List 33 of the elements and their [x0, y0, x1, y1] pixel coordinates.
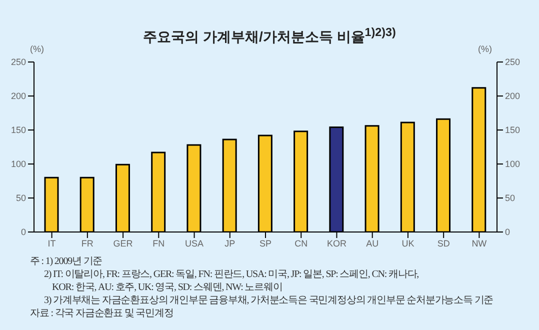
x-tick-label: FR — [81, 238, 94, 248]
y2-tick-label: 50 — [505, 193, 516, 204]
y2-tick-label: 0 — [505, 227, 510, 238]
y2-axis-title: (%) — [478, 44, 492, 54]
y-tick-label: 100 — [10, 159, 26, 170]
y-axis-title: (%) — [30, 44, 44, 54]
text: 주 : 1) 2009년 기준 — [30, 255, 102, 268]
y-tick-label: 250 — [10, 57, 26, 68]
text: KOR: 한국, AU: 호주, UK: 영국, SD: 스웨덴, NW: 노르웨이 — [52, 281, 282, 294]
x-tick-label: NW — [472, 238, 488, 248]
x-tick-label: USA — [185, 238, 204, 248]
x-tick-label: SP — [259, 238, 272, 248]
x-tick-label: SD — [437, 238, 450, 248]
x-tick-label: AU — [366, 238, 379, 248]
x-tick-label: JP — [224, 238, 236, 248]
chart-title: 주요국의 가계부채/가처분소득 비율$^{1)2)3)}$ — [143, 26, 396, 45]
x-tick-label: FN — [152, 238, 165, 248]
y2-tick-label: 200 — [505, 91, 520, 102]
y2-tick-label: 100 — [505, 159, 520, 170]
text: 2) IT: 이탈리아, FR: 프랑스, GER: 독일, FN: 핀란드, USA: 미국, JP: 일본, SP: 스페인, CN: 캐나다, — [44, 268, 419, 281]
text: 자료 : 각국 자금순환표 및 국민계정 — [30, 307, 174, 320]
x-tick-label: KOR — [326, 238, 347, 248]
x-tick-label: CN — [294, 238, 308, 248]
y-tick-label: 150 — [10, 125, 26, 136]
y2-tick-label: 150 — [505, 125, 520, 136]
y-tick-label: 200 — [10, 91, 26, 102]
y-tick-label: 0 — [20, 227, 26, 238]
y-tick-label: 50 — [16, 193, 26, 204]
text: 3) 가계부채는 자금순환표상의 개인부문 금융부채, 가처분소득은 국민계정상의 개인부문 순처분가능소득 기준 — [44, 294, 494, 307]
y2-tick-label: 250 — [505, 57, 520, 68]
x-tick-label: UK — [402, 238, 414, 248]
x-tick-label: GER — [113, 238, 134, 248]
x-tick-label: IT — [48, 238, 56, 248]
